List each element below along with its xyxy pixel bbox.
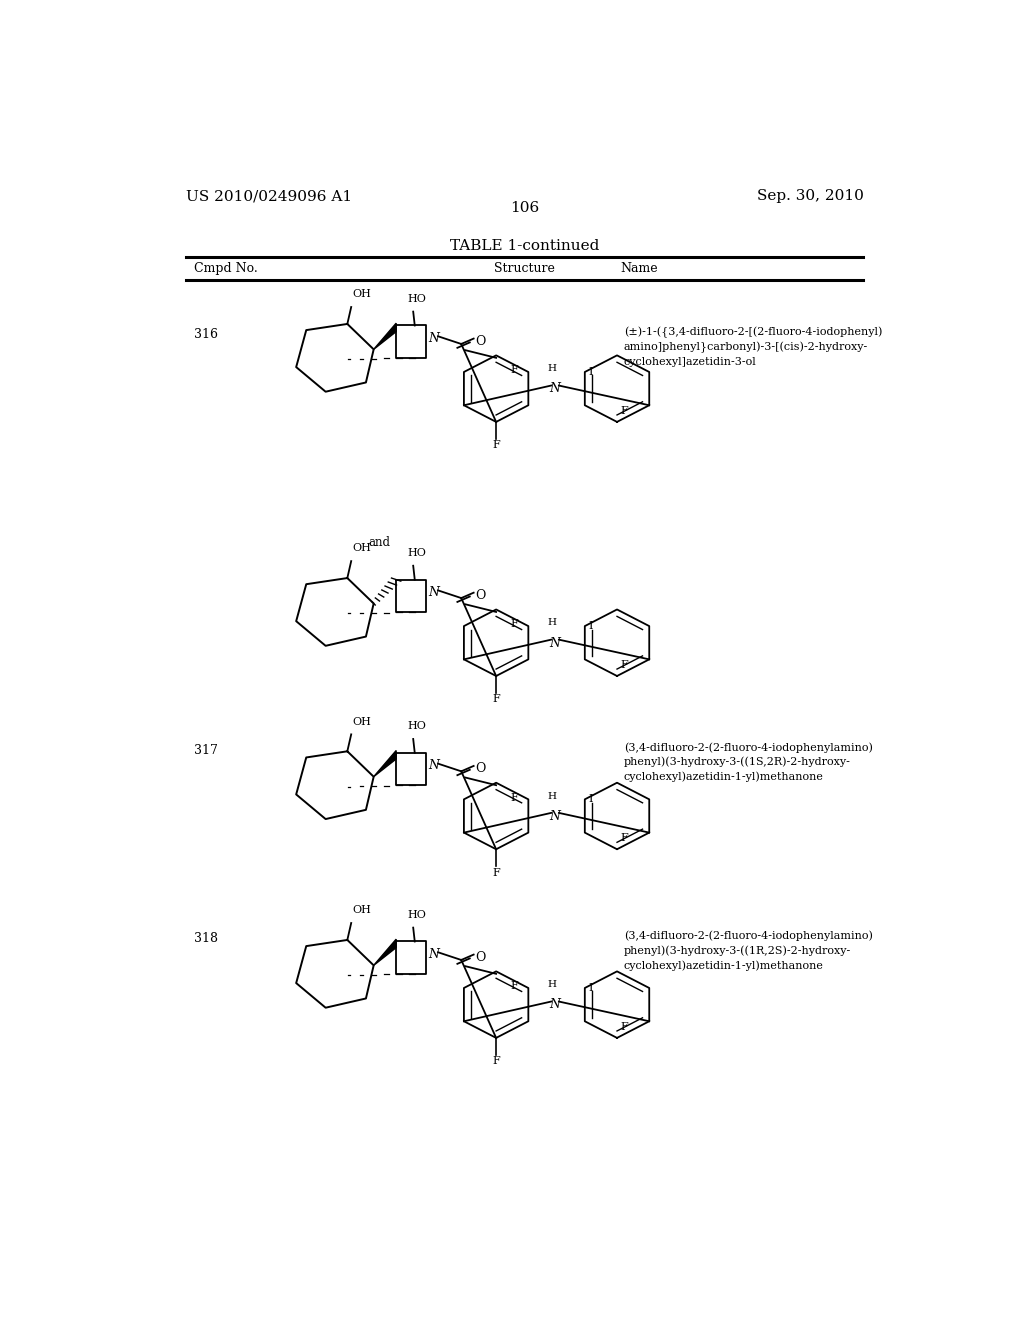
Text: 106: 106 (510, 201, 540, 215)
Text: H: H (548, 364, 556, 374)
Text: H: H (548, 792, 556, 800)
Text: (3,4-difluoro-2-(2-fluoro-4-iodophenylamino)
phenyl)(3-hydroxy-3-((1S,2R)-2-hydr: (3,4-difluoro-2-(2-fluoro-4-iodophenylam… (624, 742, 872, 783)
Text: F: F (493, 1056, 500, 1067)
Text: F: F (621, 405, 628, 416)
Text: F: F (511, 366, 518, 375)
Text: 318: 318 (194, 932, 218, 945)
Text: O: O (475, 950, 485, 964)
Text: Sep. 30, 2010: Sep. 30, 2010 (757, 189, 863, 203)
Text: N: N (550, 998, 560, 1011)
Text: Structure: Structure (495, 261, 555, 275)
Polygon shape (374, 751, 396, 776)
Text: F: F (493, 867, 500, 878)
Text: 317: 317 (194, 743, 218, 756)
Text: OH: OH (352, 289, 372, 300)
Text: F: F (621, 660, 628, 669)
Text: F: F (493, 441, 500, 450)
Text: OH: OH (352, 717, 372, 726)
Text: O: O (475, 335, 485, 347)
Text: N: N (550, 636, 560, 649)
Text: (3,4-difluoro-2-(2-fluoro-4-iodophenylamino)
phenyl)(3-hydroxy-3-((1R,2S)-2-hydr: (3,4-difluoro-2-(2-fluoro-4-iodophenylam… (624, 931, 872, 972)
Text: F: F (621, 833, 628, 843)
Text: N: N (550, 383, 560, 396)
Text: OH: OH (352, 544, 372, 553)
Text: N: N (428, 331, 439, 345)
Text: H: H (548, 981, 556, 989)
Text: Name: Name (621, 261, 657, 275)
Text: HO: HO (407, 909, 426, 920)
Text: and: and (369, 536, 390, 549)
Text: HO: HO (407, 721, 426, 731)
Text: F: F (621, 1022, 628, 1032)
Text: O: O (475, 589, 485, 602)
Text: I: I (588, 983, 593, 993)
Text: (±)-1-({3,4-difluoro-2-[(2-fluoro-4-iodophenyl)
amino]phenyl}carbonyl)-3-[(cis)-: (±)-1-({3,4-difluoro-2-[(2-fluoro-4-iodo… (624, 326, 883, 367)
Text: N: N (428, 948, 439, 961)
Text: N: N (550, 810, 560, 822)
Text: HO: HO (407, 548, 426, 558)
Polygon shape (374, 323, 396, 350)
Text: N: N (428, 759, 439, 772)
Text: O: O (475, 762, 485, 775)
Text: F: F (511, 619, 518, 630)
Text: F: F (511, 981, 518, 991)
Text: H: H (548, 618, 556, 627)
Text: HO: HO (407, 294, 426, 304)
Text: US 2010/0249096 A1: US 2010/0249096 A1 (186, 189, 352, 203)
Text: F: F (493, 694, 500, 705)
Text: I: I (588, 795, 593, 804)
Polygon shape (374, 940, 396, 965)
Text: I: I (588, 622, 593, 631)
Text: 316: 316 (194, 327, 218, 341)
Text: TABLE 1-continued: TABLE 1-continued (451, 239, 599, 253)
Text: OH: OH (352, 906, 372, 915)
Text: Cmpd No.: Cmpd No. (194, 261, 258, 275)
Text: F: F (511, 792, 518, 803)
Text: I: I (588, 367, 593, 378)
Text: N: N (428, 586, 439, 599)
